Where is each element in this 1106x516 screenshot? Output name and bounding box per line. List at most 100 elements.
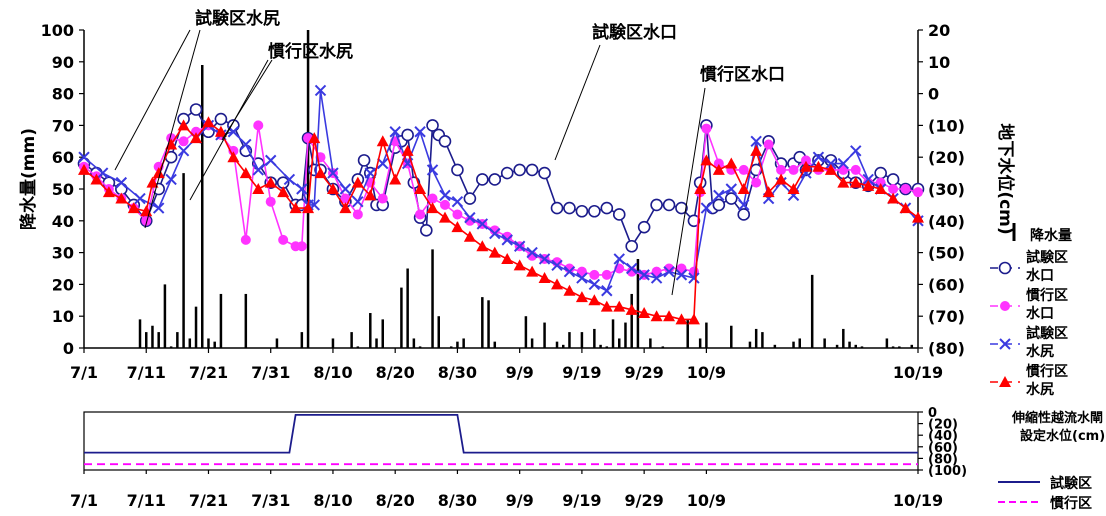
right-tick-label: (20): [928, 148, 965, 167]
marker-dot: [713, 158, 724, 169]
sub-legend-label: 試験区: [1050, 475, 1092, 492]
marker-dot: [751, 177, 762, 188]
marker-x: [862, 173, 874, 186]
annotation-label: 慣行区水口: [700, 64, 785, 85]
marker-dot: [888, 184, 899, 194]
marker-triangle: [227, 151, 240, 163]
right-tick-label: (10): [928, 116, 965, 135]
marker-triangle: [650, 310, 663, 322]
marker-dot: [278, 234, 289, 245]
marker-triangle: [725, 157, 738, 169]
marker-triangle: [339, 202, 352, 214]
sub-x-tick-label: 7/31: [251, 491, 290, 510]
marker-triangle: [737, 183, 750, 194]
marker-dot: [340, 193, 351, 204]
marker-dot: [900, 184, 911, 194]
marker-triangle: [588, 294, 601, 306]
marker-dot: [141, 215, 152, 226]
x-tick-label: 9/19: [562, 363, 601, 382]
marker-circle: [463, 192, 477, 205]
sub-x-tick-label: 7/11: [127, 491, 166, 510]
marker-triangle: [563, 284, 576, 296]
x-tick-label: 8/10: [313, 363, 352, 382]
marker-triangle: [102, 186, 115, 198]
marker-triangle: [277, 186, 290, 198]
y-left-label: 降水量(mm): [18, 128, 39, 230]
marker-x: [327, 167, 339, 179]
marker-x: [439, 189, 451, 202]
marker-triangle: [700, 154, 713, 166]
x-tick-label: 7/1: [70, 363, 98, 382]
marker-triangle: [887, 192, 900, 204]
marker-x: [296, 183, 308, 195]
marker-circle: [538, 166, 551, 180]
x-tick-label: 8/30: [438, 363, 477, 382]
annotation-leader: [114, 29, 191, 171]
annotation-leader: [554, 44, 601, 161]
sub-x-tick-label: 9/29: [625, 491, 664, 510]
left-tick-label: 10: [52, 307, 74, 326]
marker-triangle: [762, 186, 775, 198]
marker-triangle: [146, 176, 159, 188]
marker-triangle: [302, 202, 315, 214]
marker-triangle: [414, 183, 427, 194]
sub-x-tick-label: 10/9: [687, 491, 726, 510]
marker-triangle: [451, 221, 464, 233]
marker-dot: [589, 269, 600, 280]
marker-x: [177, 145, 190, 157]
marker-triangle: [775, 173, 788, 185]
marker-dot: [415, 209, 426, 220]
sub-right-tick-label: (100): [928, 464, 967, 479]
marker-circle: [451, 163, 464, 177]
marker-x: [96, 167, 109, 179]
x-tick-label: 10/9: [687, 363, 726, 382]
marker-triangle: [638, 307, 651, 319]
legend-label: 降水量: [1030, 227, 1072, 244]
sub-legend-label: 慣行区: [1049, 495, 1092, 512]
marker-triangle: [862, 179, 875, 191]
marker-dot: [913, 187, 923, 198]
legend-label: 水尻: [1026, 381, 1054, 398]
marker-x: [227, 126, 240, 138]
marker-x: [364, 167, 377, 179]
marker-circle: [712, 198, 726, 212]
marker-x: [78, 151, 90, 163]
marker-triangle: [513, 259, 526, 271]
marker-triangle: [675, 313, 688, 325]
marker-triangle: [90, 173, 103, 185]
marker-triangle: [115, 192, 128, 204]
marker-triangle: [127, 202, 140, 214]
marker-x: [314, 84, 327, 97]
x-tick-label: 7/31: [251, 363, 290, 382]
marker-x: [663, 265, 675, 278]
sub-right-tick-label: (80): [928, 452, 958, 467]
marker-dot: [352, 209, 363, 220]
marker-x: [165, 173, 177, 186]
marker-circle: [426, 119, 439, 132]
marker-circle: [612, 208, 626, 221]
x-tick-label: 10/19: [893, 363, 943, 382]
right-tick-label: 20: [928, 21, 950, 40]
marker-x: [650, 272, 663, 284]
sub-right-tick-label: (20): [928, 418, 958, 433]
legend-label: 水口: [1026, 267, 1054, 284]
marker-x: [675, 269, 688, 281]
left-tick-label: 50: [52, 180, 74, 199]
marker-circle: [401, 128, 414, 142]
marker-triangle: [694, 183, 707, 194]
marker-x: [414, 126, 426, 138]
marker-x: [713, 189, 725, 202]
marker-circle: [357, 154, 371, 167]
marker-triangle: [165, 138, 178, 150]
marker-x: [526, 246, 538, 259]
series-line: [83, 121, 919, 321]
left-tick-label: 80: [52, 85, 74, 104]
marker-triangle: [613, 300, 626, 312]
marker-circle: [600, 201, 614, 215]
sub-x-tick-label: 10/19: [893, 491, 943, 510]
marker-triangle: [687, 313, 700, 325]
sub-x-tick-label: 8/20: [376, 491, 415, 510]
marker-circle: [737, 208, 751, 221]
